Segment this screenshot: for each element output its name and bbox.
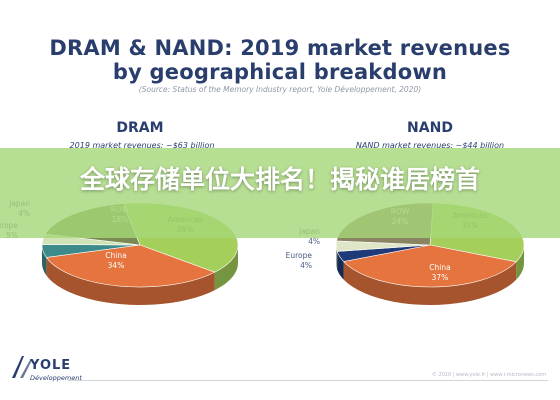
nand-slice-china bbox=[343, 244, 517, 288]
yole-logo-icon bbox=[12, 356, 32, 378]
dram-value-china: 34% bbox=[108, 261, 125, 270]
nand-value-europe: 4% bbox=[300, 261, 312, 270]
nand-slice-side-europe bbox=[337, 251, 344, 280]
nand-label-china: China bbox=[429, 263, 450, 272]
dram-slice-china bbox=[45, 244, 216, 288]
footer-copyright: © 2020 | www.yole.fr | www.i-micronews.c… bbox=[431, 372, 546, 378]
slide-title-line1: DRAM & NAND: 2019 market revenues bbox=[49, 36, 511, 60]
nand-label-europe: Europe bbox=[286, 251, 313, 260]
dram-slice-side-china bbox=[46, 257, 215, 305]
nand-chart-subtitle: NAND market revenues: ~$44 billion bbox=[355, 141, 505, 150]
nand-chart-title: NAND bbox=[407, 120, 453, 136]
slide-title-line2: by geographical breakdown bbox=[112, 60, 448, 84]
nand-value-japan: 4% bbox=[308, 237, 320, 246]
dram-slice-side-europe bbox=[42, 245, 47, 276]
footer-divider bbox=[68, 380, 548, 381]
yole-logo-subtext: Développement bbox=[30, 374, 82, 382]
yole-logo-text: YOLE bbox=[30, 358, 72, 373]
dram-slice-side-americas bbox=[214, 245, 238, 291]
headline-banner-text: 全球存储单位大排名！揭秘谁居榜首 bbox=[79, 165, 480, 194]
dram-label-china: China bbox=[105, 251, 126, 260]
nand-value-china: 37% bbox=[432, 273, 449, 282]
headline-banner bbox=[0, 148, 560, 238]
nand-slice-side-china bbox=[343, 261, 517, 305]
dram-chart-title: DRAM bbox=[116, 120, 164, 136]
source-note: (Source: Status of the Memory Industry r… bbox=[138, 85, 422, 94]
dram-chart-subtitle: 2019 market revenues: ~$63 billion bbox=[69, 141, 215, 150]
